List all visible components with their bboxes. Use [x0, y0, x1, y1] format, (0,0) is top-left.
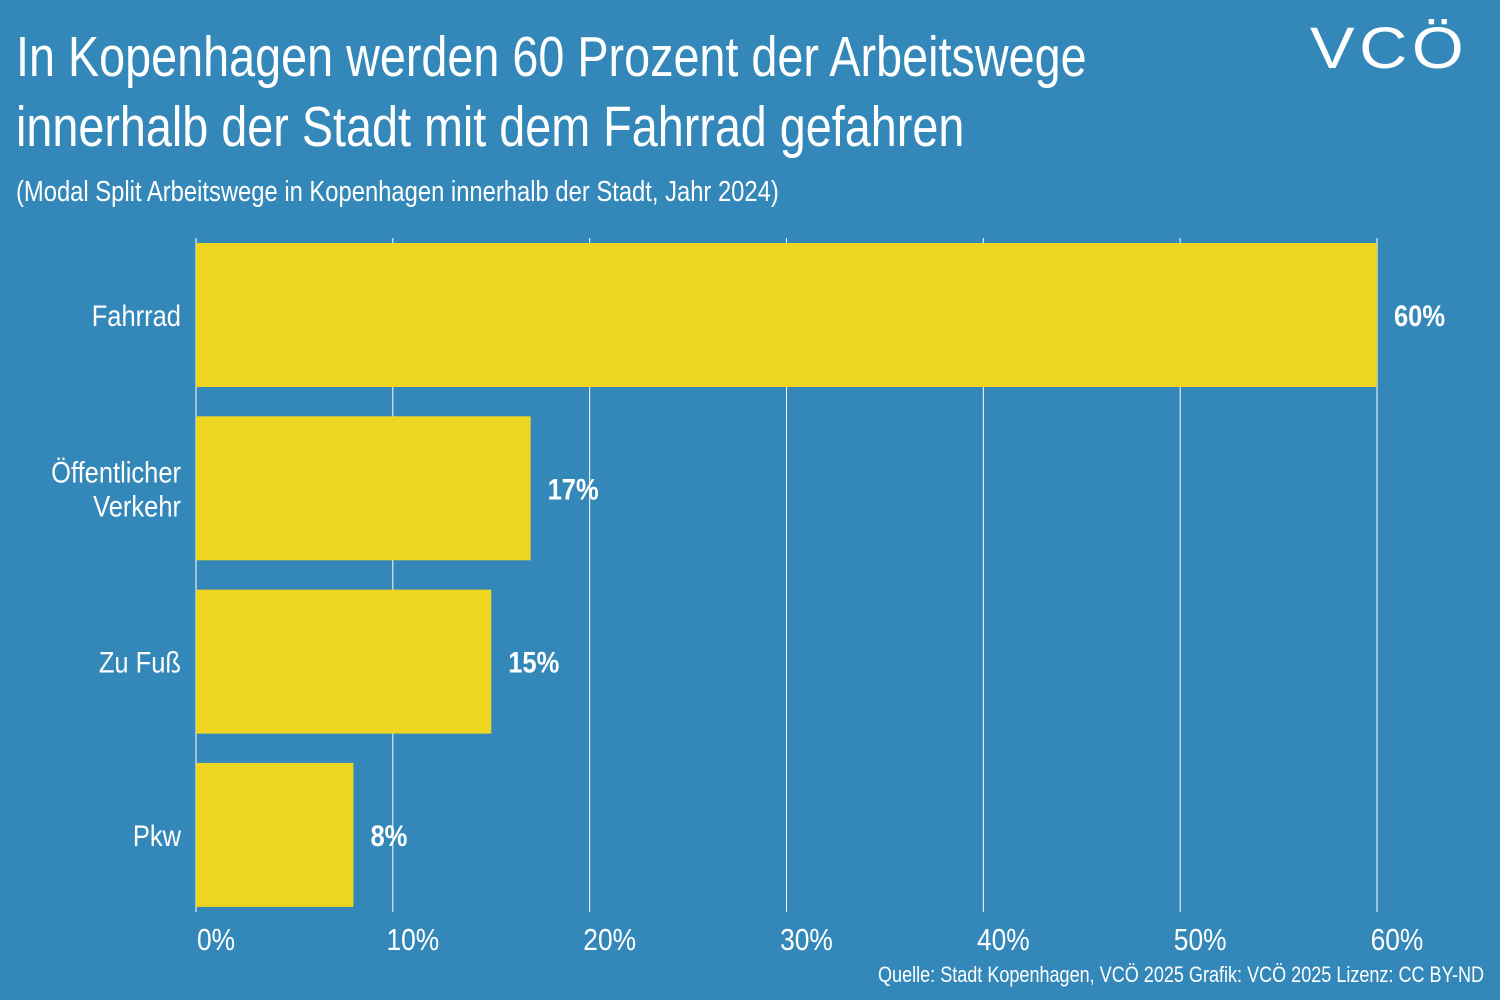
chart-title: In Kopenhagen werden 60 Prozent der Arbe… [16, 22, 1322, 162]
x-tick-label: 50% [1174, 923, 1227, 957]
x-tick-label: 30% [780, 923, 833, 957]
data-label: 15% [508, 646, 559, 679]
bar [196, 762, 354, 907]
x-tick-label: 40% [977, 923, 1030, 957]
bar [196, 589, 492, 734]
subtitle-text: (Modal Split Arbeitswege in Kopenhagen i… [16, 176, 779, 208]
source-text: Quelle: Stadt Kopenhagen, VCÖ 2025 Grafi… [877, 962, 1484, 987]
bar [196, 416, 531, 561]
x-tick-label: 0% [197, 923, 235, 957]
x-tick-label: 20% [583, 923, 636, 957]
title-line-1: In Kopenhagen werden 60 Prozent der Arbe… [16, 25, 1087, 89]
category-label: Zu Fuß [99, 646, 181, 679]
category-label: Verkehr [93, 489, 181, 522]
vco-logo: VCÖ [1310, 18, 1482, 80]
category-label: Pkw [133, 819, 182, 852]
x-tick-label: 10% [386, 923, 439, 957]
chart-subtitle: (Modal Split Arbeitswege in Kopenhagen i… [16, 176, 946, 209]
data-label: 60% [1394, 299, 1445, 332]
data-label: 8% [370, 819, 407, 852]
data-label: 17% [548, 472, 599, 505]
source-note: Quelle: Stadt Kopenhagen, VCÖ 2025 Grafi… [745, 962, 1484, 988]
title-line-2: innerhalb der Stadt mit dem Fahrrad gefa… [16, 95, 965, 159]
category-label: Öffentlicher [51, 455, 181, 488]
category-label: Fahrrad [92, 299, 181, 332]
x-tick-label: 60% [1371, 923, 1424, 957]
logo-text: VCÖ [1310, 16, 1469, 81]
bar [196, 243, 1377, 387]
